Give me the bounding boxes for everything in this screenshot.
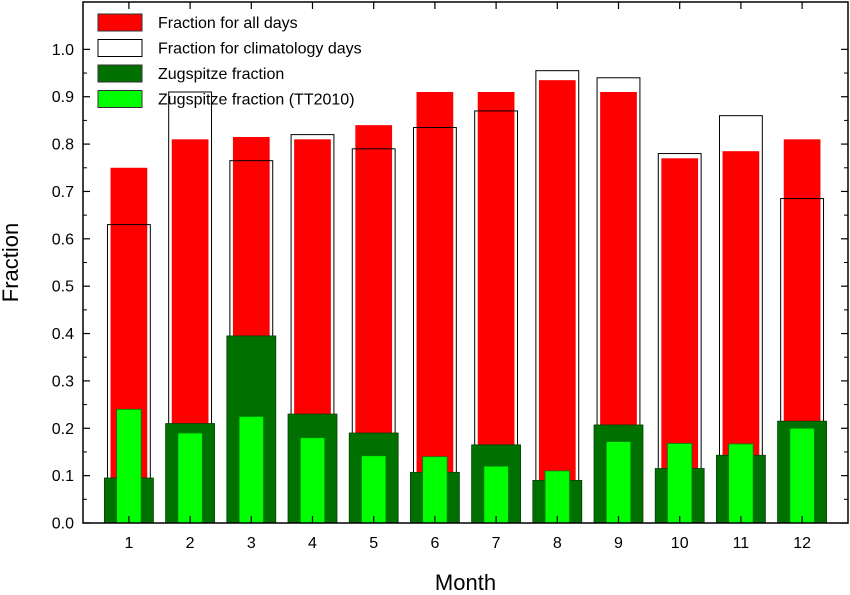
legend-label: Zugspitze fraction (TT2010) (158, 92, 355, 109)
x-tick-label: 6 (430, 535, 439, 552)
y-tick-label: 0.8 (52, 137, 74, 154)
legend-label: Fraction for climatology days (158, 41, 362, 58)
bar-zugspitze-tt2010 (544, 470, 570, 524)
x-tick-label: 11 (733, 535, 750, 552)
x-tick-label: 5 (369, 535, 378, 552)
x-tick-label: 4 (308, 535, 317, 552)
bars-layer (104, 70, 827, 524)
legend-swatch (97, 90, 143, 108)
y-tick-label: 0.7 (52, 184, 74, 201)
y-tick-label: 0.3 (52, 373, 74, 390)
x-tick-label: 7 (492, 535, 501, 552)
legend-swatch (97, 64, 143, 83)
bar-zugspitze-tt2010 (728, 443, 754, 524)
x-tick-label: 1 (124, 535, 133, 552)
bar-zugspitze-tt2010 (789, 427, 815, 524)
bar-zugspitze-tt2010 (667, 443, 693, 524)
x-axis-title: Month (435, 570, 496, 595)
bar-zugspitze-tt2010 (483, 465, 509, 524)
legend-label: Zugspitze fraction (158, 66, 284, 83)
bar-zugspitze-tt2010 (177, 432, 203, 524)
y-axis-title: Fraction (0, 223, 23, 302)
x-tick-label: 10 (671, 535, 689, 552)
bar-zugspitze-tt2010 (605, 441, 632, 524)
y-tick-label: 0.2 (52, 421, 74, 438)
bar-all-days (538, 80, 576, 524)
x-tick-label: 2 (186, 535, 195, 552)
bar-all-days (416, 91, 454, 523)
legend: Fraction for all days Fraction for climat… (97, 13, 362, 109)
y-tick-label: 0.1 (52, 468, 74, 485)
y-tick-label: 0.9 (52, 89, 74, 106)
legend-swatch (97, 39, 143, 57)
bar-zugspitze-tt2010 (422, 456, 448, 524)
y-tick-label: 1.0 (52, 42, 74, 59)
y-tick-label: 0.5 (52, 279, 74, 296)
y-tick-label: 0.4 (52, 326, 74, 343)
y-tick-label: 0.0 (52, 516, 74, 533)
x-tick-label: 3 (247, 535, 256, 552)
y-tick-label: 0.6 (52, 231, 74, 248)
bar-zugspitze-tt2010 (116, 408, 142, 524)
bar-zugspitze-tt2010 (299, 437, 326, 524)
legend-label: Fraction for all days (158, 15, 298, 32)
bar-zugspitze-tt2010 (238, 416, 264, 524)
bar-zugspitze-tt2010 (361, 455, 387, 524)
x-tick-label: 8 (553, 535, 562, 552)
axes-layer: 0.00.10.20.30.40.50.60.70.80.91.01 2 3 4 5 6 7… (52, 2, 848, 552)
legend-swatch (97, 13, 143, 32)
x-tick-label: 9 (614, 535, 623, 552)
x-tick-label: 12 (793, 535, 811, 552)
